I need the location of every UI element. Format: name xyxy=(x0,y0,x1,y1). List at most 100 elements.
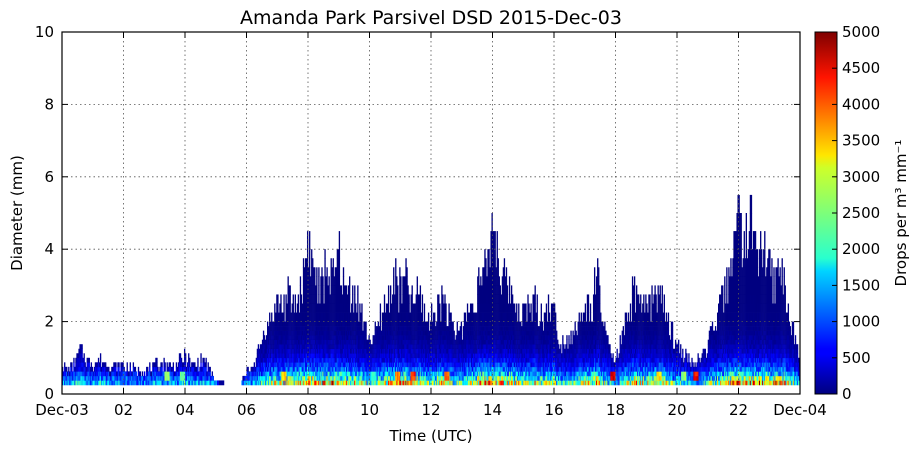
heatmap-cell xyxy=(80,353,82,359)
heatmap-cell xyxy=(81,348,83,354)
heatmap-cell xyxy=(416,312,418,322)
heatmap-cell xyxy=(464,375,467,381)
heatmap-cell xyxy=(313,330,315,336)
heatmap-cell xyxy=(478,366,480,372)
heatmap-cell xyxy=(445,326,447,331)
heatmap-cell xyxy=(103,371,105,377)
heatmap-cell xyxy=(408,335,410,340)
heatmap-cell xyxy=(179,353,182,359)
heatmap-cell xyxy=(320,276,322,286)
heatmap-cell xyxy=(479,380,481,386)
heatmap-cell xyxy=(435,348,437,354)
heatmap-cell xyxy=(189,371,191,377)
heatmap-cell xyxy=(271,330,273,336)
heatmap-cell xyxy=(327,303,329,313)
heatmap-cell xyxy=(336,357,339,363)
heatmap-cell xyxy=(351,312,353,322)
heatmap-cell xyxy=(305,303,308,313)
heatmap-cell xyxy=(385,330,388,336)
heatmap-cell xyxy=(501,312,504,322)
heatmap-cell xyxy=(309,326,311,331)
heatmap-cell xyxy=(490,362,492,368)
heatmap-cell xyxy=(462,344,465,350)
heatmap-cell xyxy=(284,366,286,372)
heatmap-cell xyxy=(328,375,330,381)
heatmap-cell xyxy=(303,276,306,286)
heatmap-cell xyxy=(259,344,262,350)
heatmap-cell xyxy=(299,321,302,327)
heatmap-cell xyxy=(410,366,412,372)
heatmap-cell xyxy=(294,366,296,372)
heatmap-cell xyxy=(398,339,400,345)
heatmap-cell xyxy=(491,348,493,354)
heatmap-cell xyxy=(465,326,468,331)
heatmap-cell xyxy=(281,326,283,331)
heatmap-cell xyxy=(483,362,485,368)
heatmap-cell xyxy=(415,335,417,340)
heatmap-cell xyxy=(474,362,476,368)
heatmap-cell xyxy=(474,326,476,331)
heatmap-cell xyxy=(328,303,330,313)
heatmap-cell xyxy=(391,335,393,340)
heatmap-cell xyxy=(409,321,411,327)
heatmap-cell xyxy=(344,330,347,336)
heatmap-cell xyxy=(315,321,317,327)
heatmap-cell xyxy=(498,330,500,336)
heatmap-cell xyxy=(367,375,369,381)
heatmap-cell xyxy=(378,380,381,386)
heatmap-cell xyxy=(463,312,466,322)
heatmap-cell xyxy=(423,335,426,340)
heatmap-cell xyxy=(282,362,284,368)
heatmap-cell xyxy=(296,357,299,363)
heatmap-cell xyxy=(117,375,119,381)
heatmap-cell xyxy=(433,326,435,331)
heatmap-cell xyxy=(286,353,288,359)
heatmap-cell xyxy=(308,267,310,277)
heatmap-cell xyxy=(290,371,292,377)
heatmap-cell xyxy=(395,267,397,277)
heatmap-cell xyxy=(189,362,191,368)
heatmap-cell xyxy=(289,339,291,345)
heatmap-cell xyxy=(329,339,331,345)
heatmap-cell xyxy=(387,312,390,322)
heatmap-cell xyxy=(132,380,135,386)
heatmap-cell xyxy=(421,371,424,377)
heatmap-cell xyxy=(300,353,303,359)
heatmap-cell xyxy=(193,375,195,381)
heatmap-cell xyxy=(345,321,348,327)
heatmap-cell xyxy=(417,335,419,340)
heatmap-cell xyxy=(369,366,371,372)
heatmap-cell xyxy=(442,335,444,340)
heatmap-cell xyxy=(80,366,82,372)
heatmap-cell xyxy=(470,380,473,386)
heatmap-cell xyxy=(338,380,341,386)
heatmap-cell xyxy=(420,357,423,363)
heatmap-cell xyxy=(383,348,386,354)
heatmap-cell xyxy=(514,344,516,350)
heatmap-cell xyxy=(450,335,452,340)
heatmap-cell xyxy=(460,380,463,386)
heatmap-cell xyxy=(368,335,370,340)
heatmap-cell xyxy=(500,312,503,322)
heatmap-cell xyxy=(288,375,290,381)
heatmap-cell xyxy=(155,371,157,377)
heatmap-cell xyxy=(453,371,455,377)
heatmap-cell xyxy=(407,285,409,295)
heatmap-cell xyxy=(518,371,520,377)
heatmap-cell xyxy=(485,371,487,377)
heatmap-cell xyxy=(217,380,220,386)
heatmap-cell xyxy=(309,375,311,381)
heatmap-cell xyxy=(508,380,511,386)
heatmap-cell xyxy=(303,371,306,377)
heatmap-cell xyxy=(267,335,269,340)
heatmap-cell xyxy=(297,362,300,368)
heatmap-cell xyxy=(306,339,309,345)
heatmap-cell xyxy=(332,267,334,277)
heatmap-cell xyxy=(443,303,445,313)
heatmap-cell xyxy=(438,366,440,372)
heatmap-cell xyxy=(70,362,72,368)
heatmap-cell xyxy=(505,326,508,331)
heatmap-cell xyxy=(362,357,364,363)
heatmap-cell xyxy=(329,326,331,331)
heatmap-cell xyxy=(294,353,296,359)
